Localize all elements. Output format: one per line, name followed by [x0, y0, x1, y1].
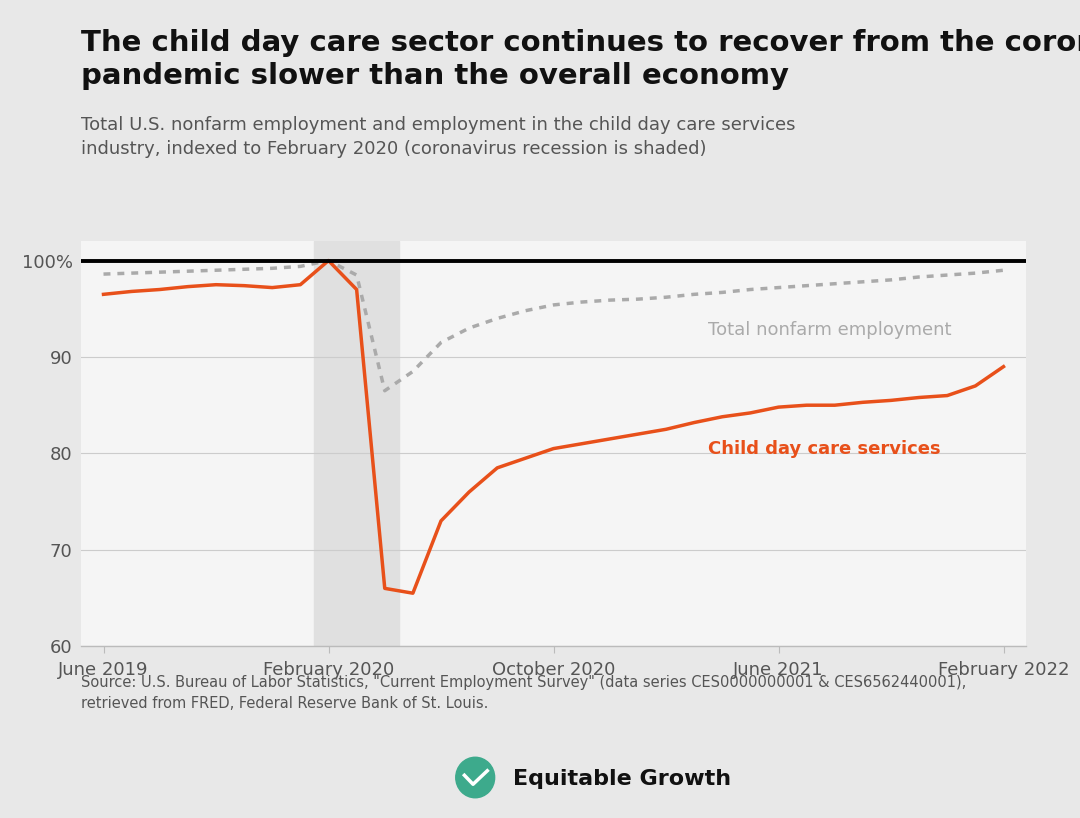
Text: Total U.S. nonfarm employment and employment in the child day care services
indu: Total U.S. nonfarm employment and employ…: [81, 116, 796, 159]
Text: Child day care services: Child day care services: [708, 439, 941, 457]
Text: The child day care sector continues to recover from the coronavirus
pandemic slo: The child day care sector continues to r…: [81, 29, 1080, 90]
Circle shape: [456, 757, 495, 798]
Text: Equitable Growth: Equitable Growth: [513, 769, 731, 789]
Text: Source: U.S. Bureau of Labor Statistics, "Current Employment Survey" (data serie: Source: U.S. Bureau of Labor Statistics,…: [81, 675, 967, 711]
Text: Total nonfarm employment: Total nonfarm employment: [708, 321, 951, 339]
Bar: [314, 241, 399, 646]
